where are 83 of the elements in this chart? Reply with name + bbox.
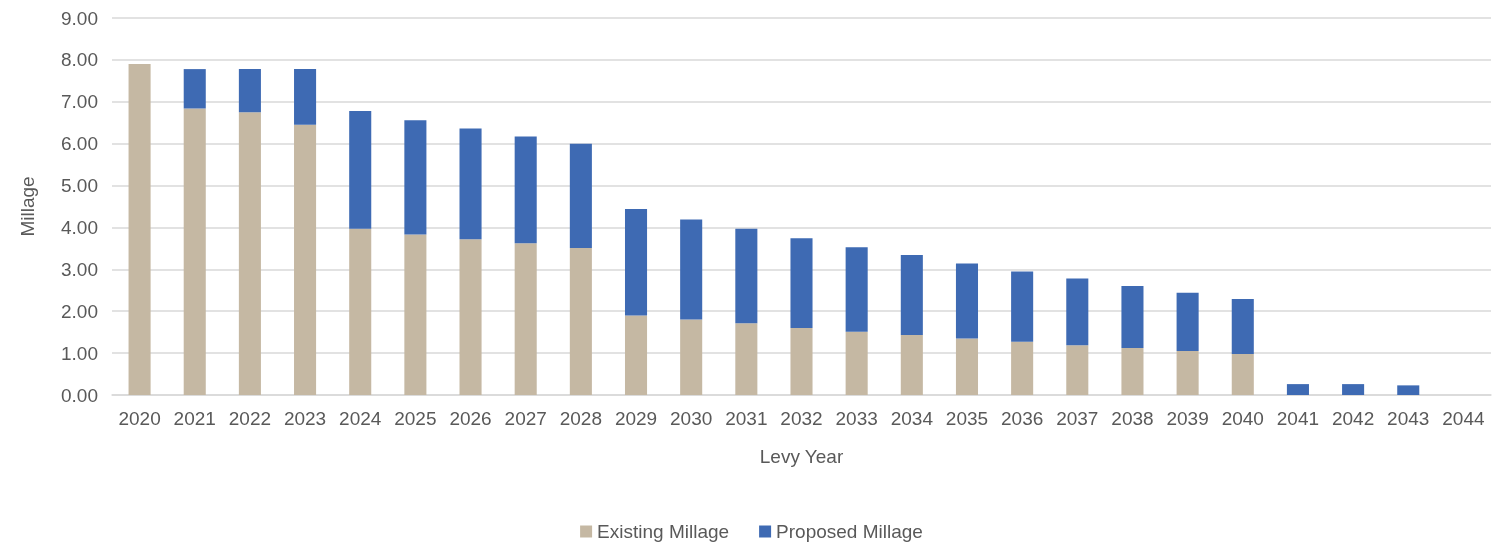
bar: [1342, 384, 1365, 395]
bar: [900, 255, 923, 336]
bar: [459, 239, 482, 395]
bar: [1121, 348, 1144, 395]
x-tick-label: 2028: [559, 408, 602, 429]
bar: [404, 234, 427, 395]
x-tick-label: 2041: [1276, 408, 1320, 429]
x-tick-label: 2027: [504, 408, 547, 429]
y-tick-label: 2.00: [61, 300, 98, 322]
bar: [569, 247, 592, 395]
bar: [624, 209, 648, 316]
bar: [845, 247, 868, 332]
bar: [790, 327, 813, 395]
bar: [1231, 353, 1254, 395]
bar: [294, 124, 317, 395]
x-tick-label: 2044: [1442, 408, 1485, 429]
x-tick-label: 2034: [890, 408, 934, 429]
x-tick-label: 2036: [1001, 408, 1044, 429]
x-tick-label: 2030: [670, 408, 713, 429]
bar: [183, 69, 206, 109]
bar: [1397, 385, 1420, 395]
bar: [183, 108, 206, 395]
bar: [735, 228, 758, 324]
bar: [900, 335, 923, 395]
legend-label: Existing Millage: [597, 521, 730, 542]
bar: [1286, 384, 1309, 395]
bar: [294, 69, 317, 125]
bar: [1121, 286, 1144, 349]
x-tick-label: 2020: [118, 408, 161, 429]
bar: [459, 128, 482, 240]
bar: [955, 338, 979, 395]
x-tick-label: 2039: [1166, 408, 1209, 429]
y-tick-label: 9.00: [61, 7, 98, 29]
legend-label: Proposed Millage: [776, 521, 923, 542]
bar: [514, 136, 537, 244]
x-tick-label: 2023: [283, 408, 327, 429]
x-tick-label: 2040: [1221, 408, 1264, 429]
x-tick-label: 2037: [1056, 408, 1099, 429]
bar: [680, 219, 703, 320]
y-axis-title: Millage: [17, 176, 38, 237]
x-tick-label: 2029: [614, 408, 658, 429]
y-tick-label: 4.00: [61, 216, 98, 238]
bar: [1011, 341, 1034, 395]
bar: [845, 331, 868, 395]
bar: [1231, 299, 1254, 354]
x-tick-label: 2038: [1111, 408, 1154, 429]
x-tick-label: 2042: [1331, 408, 1375, 429]
bar: [514, 243, 537, 395]
x-tick-label: 2043: [1387, 408, 1430, 429]
bar: [790, 238, 813, 328]
x-tick-label: 2026: [449, 408, 492, 429]
bar: [955, 263, 979, 339]
x-tick-label: 2031: [725, 408, 768, 429]
bar: [349, 228, 372, 395]
x-tick-label: 2032: [780, 408, 823, 429]
bar: [624, 315, 648, 395]
bar: [128, 64, 151, 395]
y-tick-label: 3.00: [61, 258, 98, 280]
y-tick-label: 8.00: [61, 49, 98, 71]
x-tick-label: 2033: [835, 408, 878, 429]
x-tick-label: 2024: [339, 408, 382, 429]
bar: [1066, 345, 1089, 395]
bar: [238, 112, 261, 395]
y-tick-label: 5.00: [61, 175, 98, 197]
y-tick-label: 0.00: [61, 384, 98, 406]
bar: [1176, 292, 1199, 352]
bar: [349, 110, 372, 229]
bar: [1066, 278, 1089, 346]
x-axis-title: Levy Year: [759, 446, 844, 467]
x-tick-label: 2025: [394, 408, 437, 429]
x-tick-label: 2022: [228, 408, 272, 429]
x-tick-label: 2035: [945, 408, 989, 429]
bar: [680, 319, 703, 395]
y-tick-label: 1.00: [61, 342, 98, 364]
bar: [569, 143, 592, 248]
bar: [735, 323, 758, 395]
y-tick-label: 7.00: [61, 91, 98, 113]
y-tick-label: 6.00: [61, 133, 98, 155]
x-tick-label: 2021: [173, 408, 216, 429]
bar: [1176, 351, 1199, 395]
bar: [404, 120, 427, 235]
bar: [238, 69, 261, 113]
bar: [1011, 271, 1034, 342]
